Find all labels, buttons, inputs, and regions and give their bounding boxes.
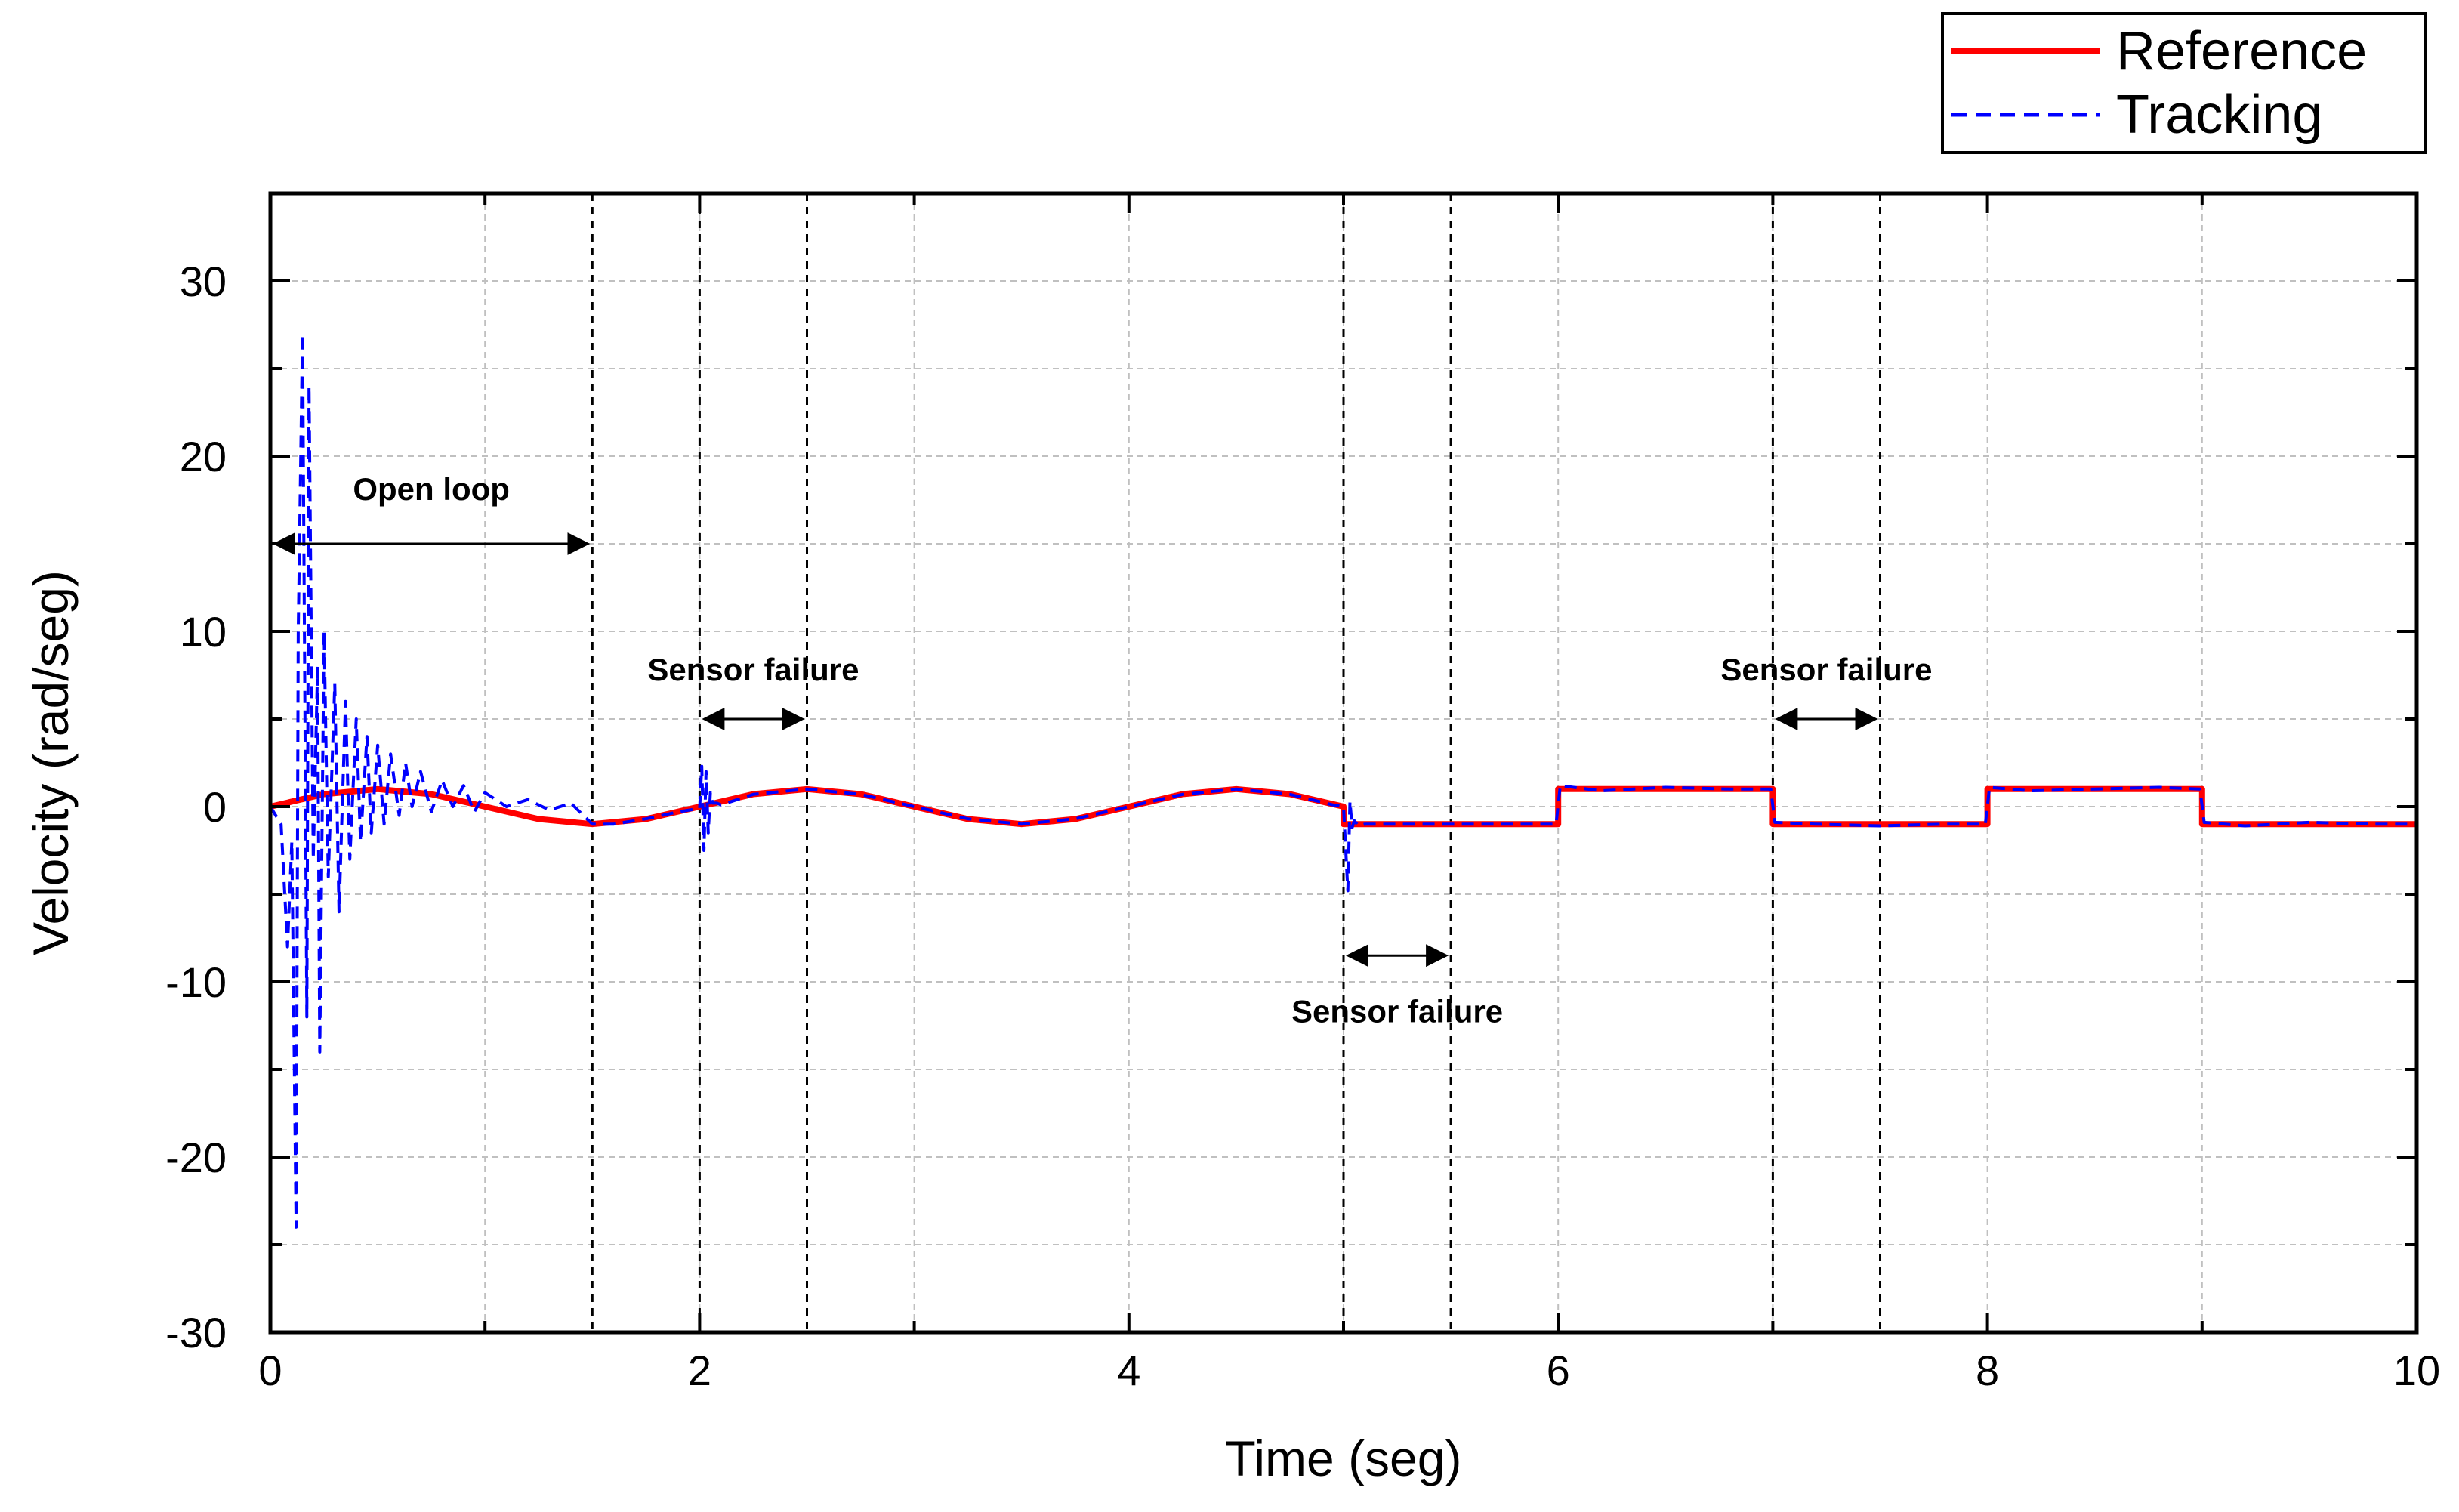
y-tick-label: -20 — [165, 1134, 227, 1181]
y-axis-title: Velocity (rad/seg) — [23, 570, 79, 955]
x-tick-label: 2 — [688, 1347, 711, 1394]
x-tick-label: 0 — [258, 1347, 282, 1394]
annotation-label: Sensor failure — [1291, 993, 1503, 1029]
annotation-label: Sensor failure — [647, 652, 859, 687]
y-tick-label: 0 — [203, 783, 227, 831]
y-tick-label: -30 — [165, 1309, 227, 1356]
y-tick-label: 30 — [180, 258, 227, 305]
annotation-label: Open loop — [353, 471, 510, 507]
x-tick-label: 8 — [1976, 1347, 1999, 1394]
event-lines — [591, 193, 1881, 1332]
axis-ticks: 0 2 4 6 8 10 -30 -20 -10 0 10 20 30 — [165, 192, 2440, 1394]
series-line-tracking — [269, 332, 2417, 1229]
x-tick-label: 6 — [1547, 1347, 1570, 1394]
annotation-label: Sensor failure — [1720, 652, 1932, 687]
y-tick-label: 20 — [180, 433, 227, 480]
series — [269, 332, 2417, 1229]
legend-label-tracking: Tracking — [2116, 85, 2322, 145]
series-line-reference — [270, 785, 2417, 828]
x-axis-title: Time (seg) — [1226, 1430, 1462, 1486]
x-tick-label: 10 — [2393, 1347, 2440, 1394]
legend-box — [1941, 12, 2427, 154]
legend-label-reference: Reference — [2116, 21, 2367, 82]
y-tick-label: 10 — [180, 608, 227, 656]
y-tick-label: -10 — [165, 958, 227, 1006]
x-tick-label: 4 — [1117, 1347, 1140, 1394]
annotations: Open loop Sensor failure Sensor failure Sen… — [273, 471, 1933, 1029]
legend: Reference Tracking — [1941, 12, 2427, 154]
